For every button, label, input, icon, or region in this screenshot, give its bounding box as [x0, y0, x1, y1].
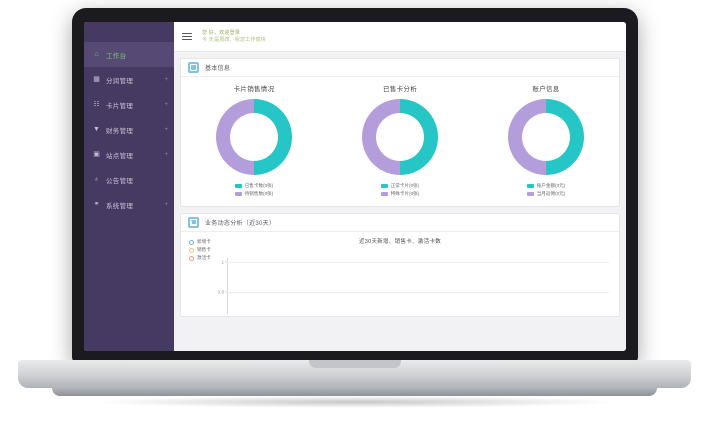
donut-chart-card-sales: 卡片销售情况 已售卡数(0张) 待销售数(0张): [181, 83, 327, 198]
legend-swatch: [380, 192, 388, 196]
donut-chart-row: 卡片销售情况 已售卡数(0张) 待销售数(0张): [181, 77, 619, 206]
legend-label: 特殊卡片(0张): [390, 191, 420, 196]
info-panel-icon: [188, 62, 199, 73]
legend-marker-icon: [189, 255, 194, 261]
gridline: [227, 262, 609, 263]
sidebar: ⌂ 工作台 ▦ 分润管理 + ☷ 卡片管理 + ▼ 财务管理 +: [84, 22, 174, 351]
chart-title: 卡片销售情况: [233, 86, 275, 93]
chart-legend: 账户金额(0元) 当月返佣(0元): [526, 182, 566, 198]
line-chart-title: 近30天新增、销售卡、激活卡数: [358, 239, 442, 245]
trend-card-header: 业务动态分析（近30天）: [181, 214, 619, 232]
bell-icon: ♁: [93, 176, 100, 183]
legend-label: 账户金额(0元): [536, 183, 566, 188]
breadcrumb: 您 好，欢迎登录 今 天是周四，祝您工作愉快: [202, 30, 266, 44]
legend-item[interactable]: 当月返佣(0元): [526, 190, 566, 198]
basic-info-card: 基本信息 卡片销售情况 已售卡数(0张): [180, 58, 620, 207]
legend-swatch: [526, 192, 534, 196]
chart-legend: 正常卡片(0张) 特殊卡片(0张): [380, 182, 420, 198]
donut-graphic[interactable]: [216, 99, 292, 175]
legend-item[interactable]: 正常卡片(0张): [380, 182, 420, 190]
chart-title: 已售卡分析: [383, 86, 417, 93]
y-axis: [227, 258, 228, 314]
legend-swatch: [380, 184, 388, 188]
sidebar-item-label: 财务管理: [106, 127, 134, 135]
legend-label: 已售卡数(0张): [244, 183, 274, 188]
sidebar-item-label: 卡片管理: [106, 102, 134, 110]
sidebar-item-profit-sharing[interactable]: ▦ 分润管理 +: [84, 67, 174, 92]
monitor-icon: ▣: [93, 151, 100, 158]
app-window: ⌂ 工作台 ▦ 分润管理 + ☷ 卡片管理 + ▼ 财务管理 +: [84, 22, 626, 351]
home-icon: ⌂: [94, 51, 99, 58]
line-chart-plot: 1 0.8: [218, 258, 609, 314]
legend-marker-icon: [189, 247, 194, 253]
sidebar-item-site-management[interactable]: ▣ 站点管理 +: [84, 142, 174, 167]
y-tick-label: 1: [221, 259, 224, 265]
basic-info-card-title: 基本信息: [205, 66, 231, 72]
laptop-notch: [308, 360, 401, 368]
donut-chart-account-info: 账户信息 账户金额(0元) 当月返佣(0元): [473, 83, 619, 198]
top-bar: 您 好，欢迎登录 今 天是周四，祝您工作愉快: [174, 22, 626, 52]
share-icon: ⚭: [93, 201, 100, 208]
sidebar-item-system[interactable]: ⚭ 系统管理 +: [84, 192, 174, 217]
legend-label: 当月返佣(0元): [536, 191, 566, 196]
sidebar-item-label: 系统管理: [106, 202, 134, 210]
legend-item[interactable]: 已售卡数(0张): [234, 182, 274, 190]
sidebar-item-card-management[interactable]: ☷ 卡片管理 +: [84, 92, 174, 117]
legend-swatch: [526, 184, 534, 188]
legend-label: 正常卡片(0张): [390, 183, 420, 188]
sidebar-item-label: 站点管理: [106, 152, 134, 160]
trend-card: 业务动态分析（近30天） 新增卡 销售卡: [180, 213, 620, 317]
expand-icon: +: [164, 151, 168, 158]
expand-icon: +: [164, 76, 168, 83]
legend-label: 激活卡: [197, 255, 211, 260]
sidebar-item-label: 工作台: [106, 52, 127, 60]
breadcrumb-greeting: 您 好，欢迎登录: [202, 29, 240, 36]
donut-chart-sold-card-analysis: 已售卡分析 正常卡片(0张) 特殊卡片(0张): [327, 83, 473, 198]
legend-item[interactable]: 待销售数(0张): [234, 190, 274, 198]
trend-card-title: 业务动态分析（近30天）: [205, 221, 276, 227]
laptop-foot: [52, 386, 657, 396]
expand-icon: +: [164, 101, 168, 108]
legend-swatch: [234, 192, 242, 196]
line-chart: 新增卡 销售卡 激活卡: [181, 232, 619, 316]
sidebar-item-announcements[interactable]: ♁ 公告管理: [84, 167, 174, 192]
legend-item[interactable]: 特殊卡片(0张): [380, 190, 420, 198]
chart-title: 账户信息: [532, 86, 560, 93]
gridline: [227, 292, 609, 293]
chart-legend: 已售卡数(0张) 待销售数(0张): [234, 182, 274, 198]
legend-label: 新增卡: [197, 239, 211, 244]
hamburger-icon[interactable]: [182, 31, 192, 42]
laptop-shadow: [90, 396, 620, 408]
breadcrumb-subtext: 今 天是周四，祝您工作愉快: [202, 36, 266, 43]
grid-icon: ▦: [93, 76, 100, 83]
legend-label: 待销售数(0张): [244, 191, 274, 196]
legend-item[interactable]: 销售卡: [189, 246, 211, 254]
donut-graphic[interactable]: [362, 99, 438, 175]
card-icon: ☷: [93, 101, 100, 108]
main-area: 您 好，欢迎登录 今 天是周四，祝您工作愉快 基本信息 卡片销售情况: [174, 22, 626, 351]
funnel-icon: ▼: [93, 126, 100, 133]
legend-marker-icon: [189, 239, 194, 245]
line-chart-legend: 新增卡 销售卡 激活卡: [189, 238, 211, 262]
expand-icon: +: [164, 126, 168, 133]
legend-item[interactable]: 账户金额(0元): [526, 182, 566, 190]
basic-info-card-header: 基本信息: [181, 59, 619, 77]
legend-swatch: [234, 184, 242, 188]
sidebar-item-finance[interactable]: ▼ 财务管理 +: [84, 117, 174, 142]
donut-graphic[interactable]: [508, 99, 584, 175]
y-tick-label: 0.8: [217, 289, 224, 295]
expand-icon: +: [164, 201, 168, 208]
sidebar-item-workbench[interactable]: ⌂ 工作台: [84, 42, 174, 67]
sidebar-item-label: 分润管理: [106, 77, 134, 85]
content-scroll: 基本信息 卡片销售情况 已售卡数(0张): [174, 52, 626, 351]
laptop-screen-bezel: ⌂ 工作台 ▦ 分润管理 + ☷ 卡片管理 + ▼ 财务管理 +: [72, 8, 638, 363]
legend-label: 销售卡: [197, 247, 211, 252]
legend-item[interactable]: 新增卡: [189, 238, 211, 246]
sidebar-item-label: 公告管理: [106, 177, 134, 185]
legend-item[interactable]: 激活卡: [189, 254, 211, 262]
chart-panel-icon: [188, 217, 199, 228]
